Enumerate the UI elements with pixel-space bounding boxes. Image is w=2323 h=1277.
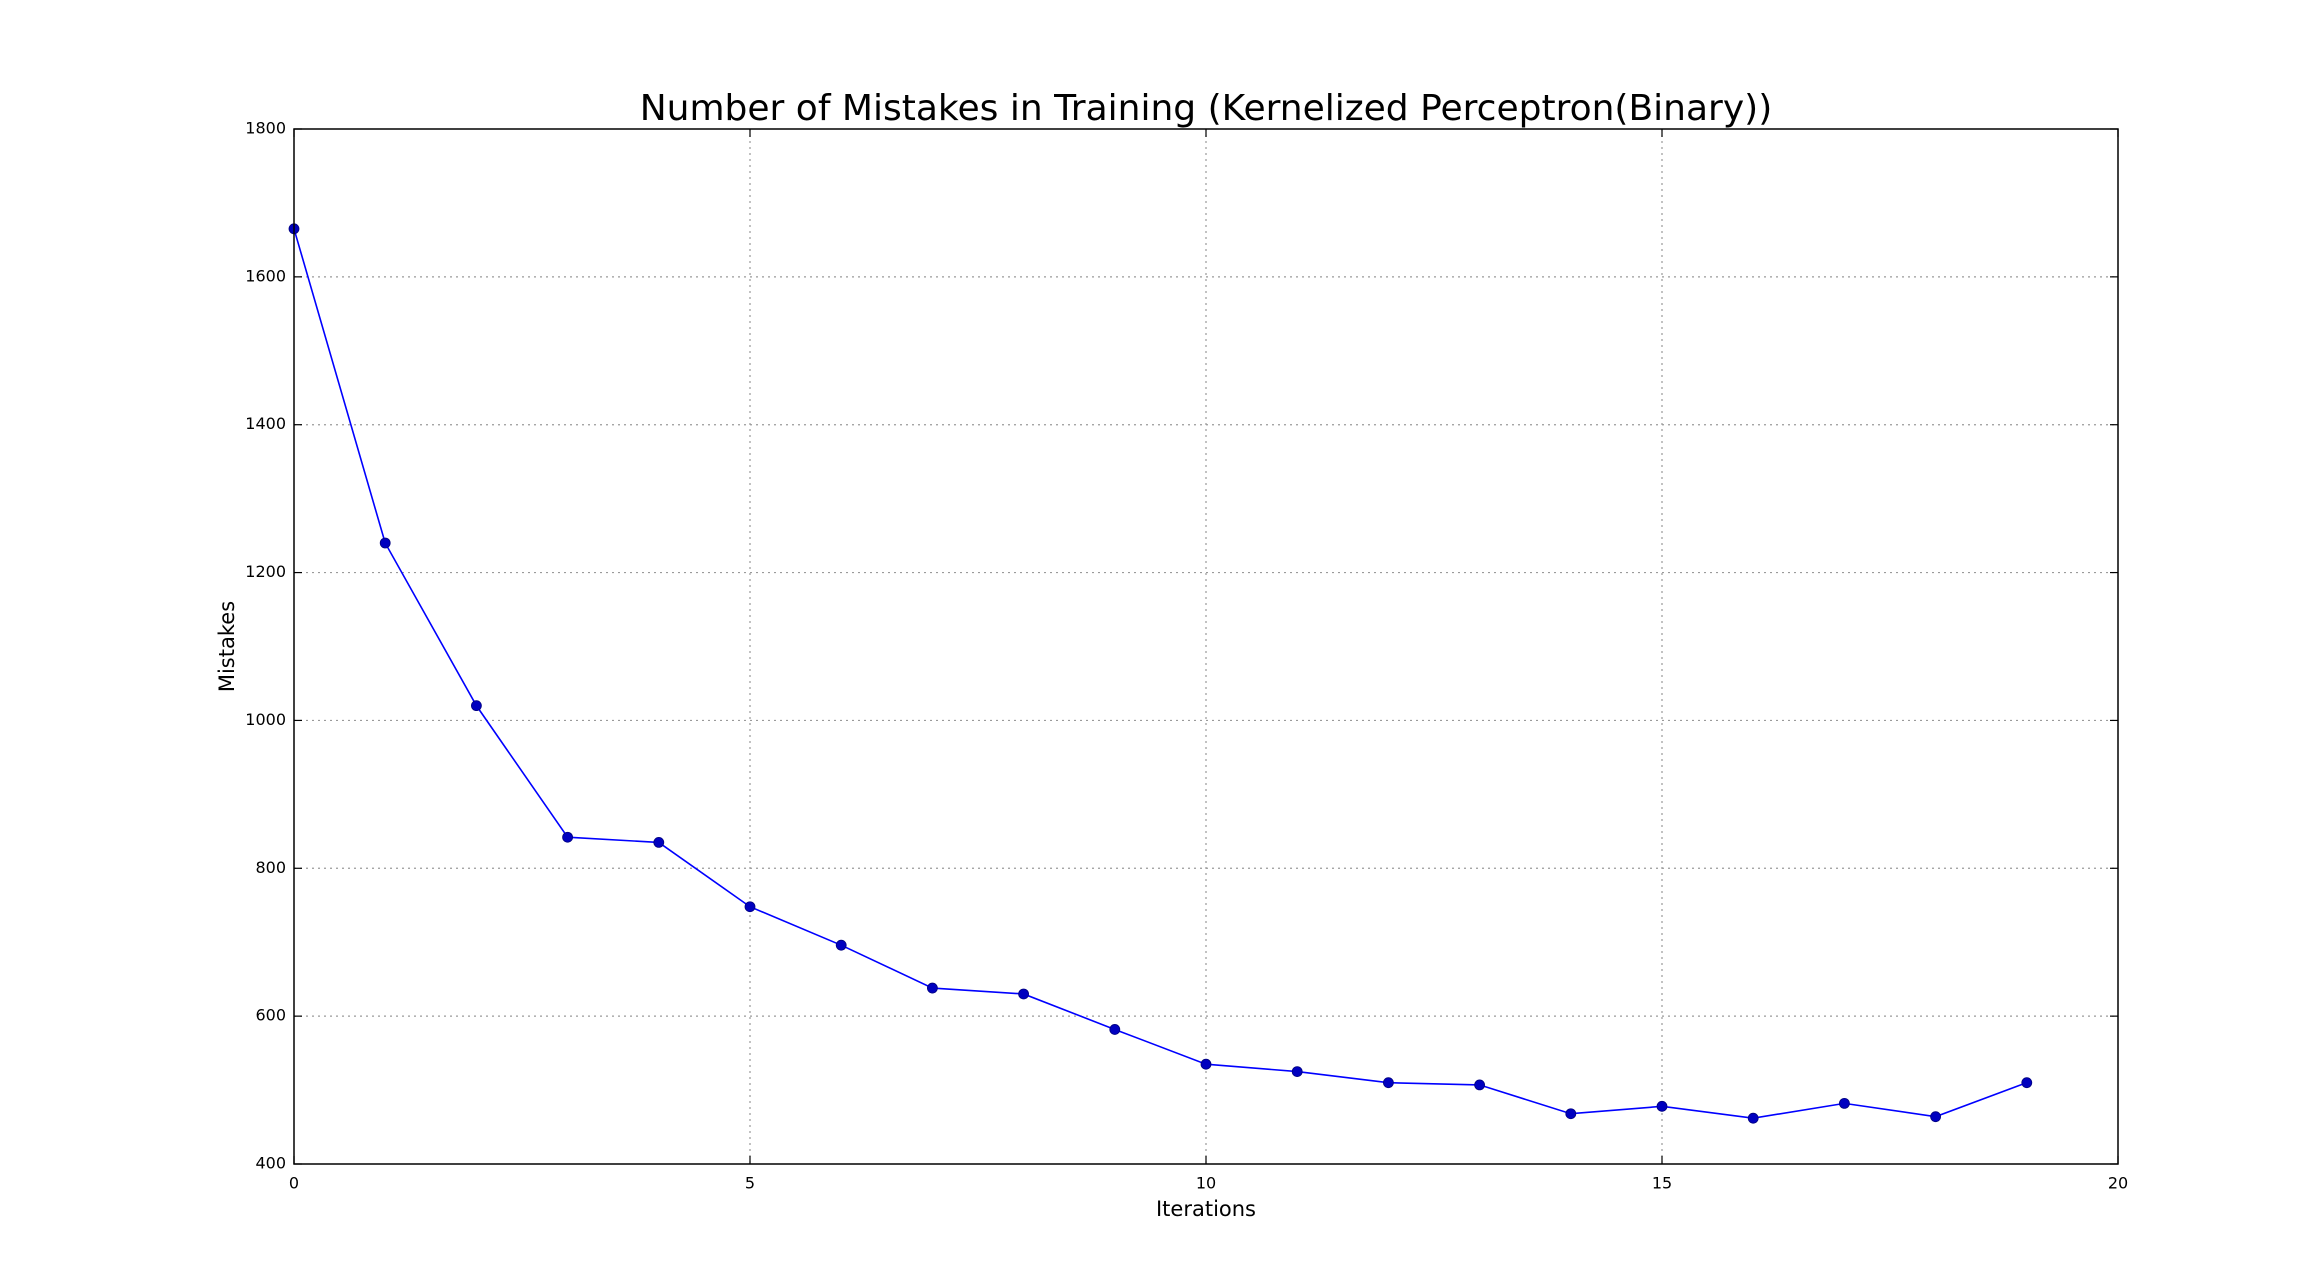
x-tick-label: 10 [1196,1174,1216,1193]
data-point [1656,1100,1668,1112]
y-tick-label: 1800 [245,119,286,138]
data-point [2021,1077,2033,1089]
y-tick-label: 1400 [245,414,286,433]
series-line [293,228,2028,1119]
data-point [1474,1079,1485,1091]
data-point [1200,1058,1212,1070]
x-axis-title: Iterations [1156,1197,1256,1221]
data-point [1383,1077,1394,1089]
data-point [562,831,573,843]
y-tick-label: 1600 [245,266,286,285]
data-point [927,982,938,994]
series-layer [288,223,2033,1124]
x-tick-label: 20 [2108,1174,2128,1193]
chart-title: Number of Mistakes in Training (Kerneliz… [640,88,1773,129]
data-point [1291,1066,1303,1077]
data-point [1747,1112,1759,1124]
x-tick-label: 5 [745,1174,755,1193]
y-axis-title: Mistakes [215,601,239,692]
data-point [470,700,482,712]
y-tick-label: 600 [255,1006,286,1025]
data-point [1109,1024,1121,1035]
data-point [1565,1108,1577,1120]
x-tick-label: 0 [289,1174,299,1193]
data-point [1930,1111,1941,1123]
data-point [744,901,756,913]
x-tick-label: 15 [1652,1174,1672,1193]
grid-lines [294,129,2118,1164]
data-point [1018,988,1029,1000]
y-tick-label: 1200 [245,562,286,581]
data-point [653,837,665,848]
y-tick-label: 400 [255,1154,286,1173]
y-tick-label: 1000 [245,710,286,729]
ticks: 0 5 10 15 20 400 600 800 1000 1200 1400 1600 1800 [245,119,2128,1193]
y-tick-label: 800 [255,858,286,877]
data-point [835,939,847,951]
data-point [1839,1097,1850,1109]
data-point [379,537,391,549]
